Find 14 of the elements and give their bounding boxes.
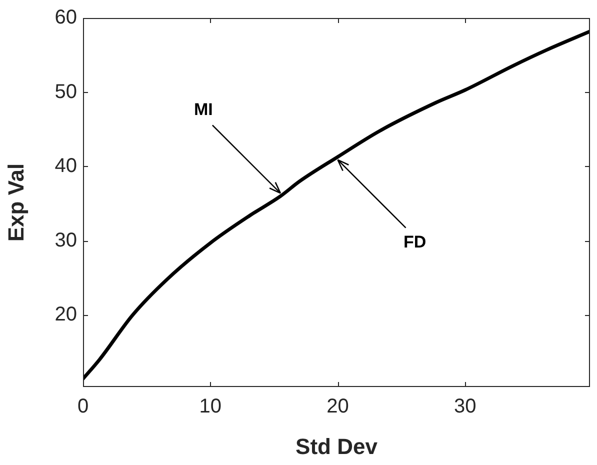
- annotation: MI: [194, 100, 213, 119]
- x-tick-label: 30: [454, 396, 476, 418]
- y-tick-label: 30: [54, 229, 77, 252]
- x-axis-title: Std Dev: [296, 434, 378, 459]
- y-tick-label: 60: [54, 6, 77, 29]
- line-series: [83, 30, 590, 381]
- x-tick-label: 20: [326, 396, 349, 418]
- y-axis-title: Exp Val: [3, 163, 28, 242]
- x-tick-label: 10: [199, 396, 222, 418]
- y-tick-label: 40: [54, 155, 77, 178]
- x-tick-label: 0: [77, 396, 89, 418]
- y-tick-label: 50: [54, 80, 77, 103]
- y-tick-label: 20: [54, 304, 77, 326]
- annotation: FD: [403, 232, 426, 252]
